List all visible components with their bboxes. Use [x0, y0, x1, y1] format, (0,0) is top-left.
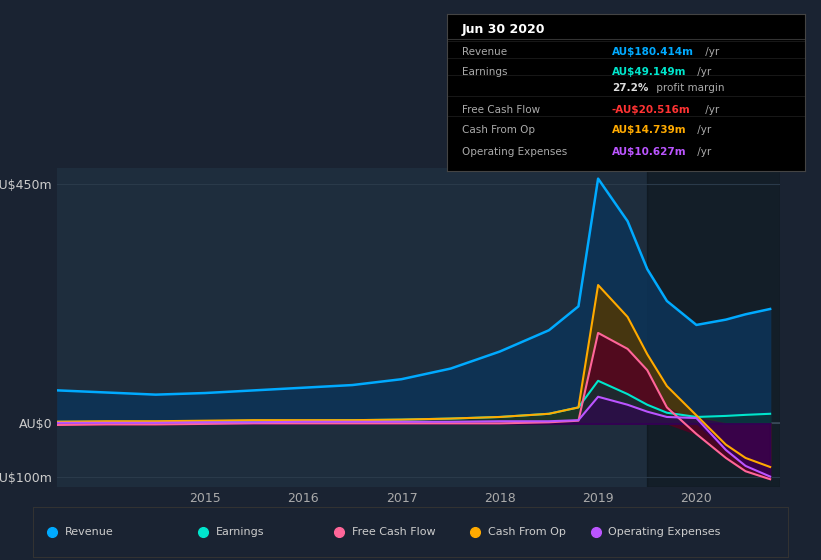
- Text: /yr: /yr: [702, 105, 719, 115]
- Bar: [647, 168, 780, 487]
- Text: Cash From Op: Cash From Op: [461, 125, 534, 136]
- Text: AU$10.627m: AU$10.627m: [612, 147, 686, 157]
- Text: -AU$20.516m: -AU$20.516m: [612, 105, 690, 115]
- Text: Free Cash Flow: Free Cash Flow: [461, 105, 540, 115]
- Text: /yr: /yr: [702, 47, 719, 57]
- Text: Jun 30 2020: Jun 30 2020: [461, 24, 545, 36]
- Text: Revenue: Revenue: [65, 527, 113, 537]
- Text: /yr: /yr: [694, 125, 711, 136]
- Text: /yr: /yr: [694, 67, 711, 77]
- Text: AU$180.414m: AU$180.414m: [612, 47, 694, 57]
- Text: Earnings: Earnings: [461, 67, 507, 77]
- Text: Earnings: Earnings: [216, 527, 264, 537]
- Text: Operating Expenses: Operating Expenses: [461, 147, 567, 157]
- Text: AU$49.149m: AU$49.149m: [612, 67, 686, 77]
- Text: Operating Expenses: Operating Expenses: [608, 527, 721, 537]
- Text: AU$14.739m: AU$14.739m: [612, 125, 686, 136]
- Text: Cash From Op: Cash From Op: [488, 527, 566, 537]
- Text: /yr: /yr: [694, 147, 711, 157]
- Text: profit margin: profit margin: [653, 83, 724, 93]
- Text: Revenue: Revenue: [461, 47, 507, 57]
- Text: Free Cash Flow: Free Cash Flow: [351, 527, 435, 537]
- Text: 27.2%: 27.2%: [612, 83, 648, 93]
